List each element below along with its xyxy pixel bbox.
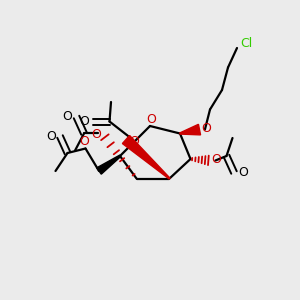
Text: O: O [212,153,221,166]
Text: O: O [47,130,56,143]
Text: O: O [146,113,156,126]
Text: O: O [92,128,101,141]
Polygon shape [122,136,170,179]
Text: O: O [201,122,211,135]
Text: O: O [63,110,72,124]
Polygon shape [180,124,201,135]
Text: O: O [79,135,89,148]
Text: O: O [130,135,139,148]
Text: O: O [79,115,89,128]
Text: O: O [238,166,248,179]
Text: Cl: Cl [241,37,253,50]
Polygon shape [97,155,121,174]
